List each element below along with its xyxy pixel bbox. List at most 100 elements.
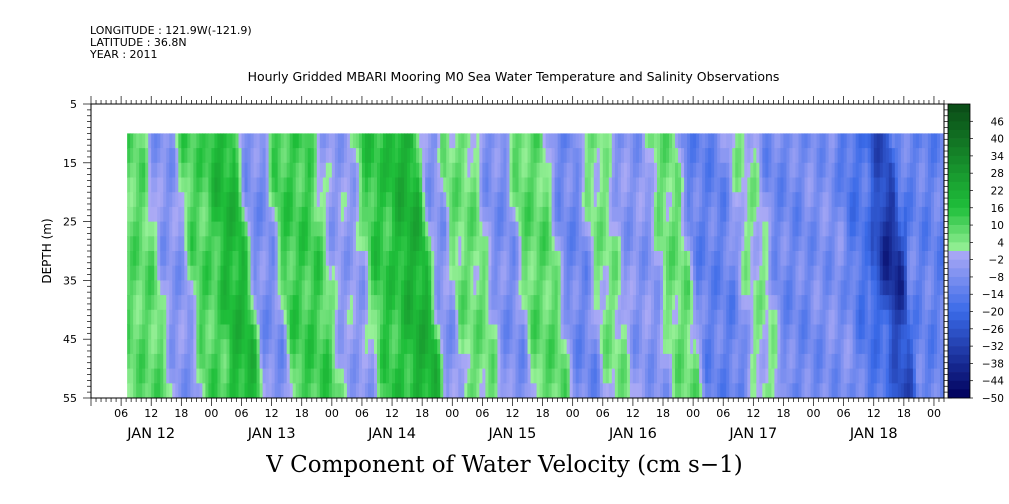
- field-cell: [693, 339, 697, 355]
- field-cell: [623, 133, 628, 149]
- field-cell: [512, 295, 517, 311]
- field-cell: [361, 383, 366, 398]
- field-cell: [488, 236, 493, 252]
- field-cell: [690, 177, 694, 193]
- field-cell: [780, 324, 785, 340]
- field-cell: [714, 309, 718, 326]
- field-cell: [367, 148, 372, 164]
- field-cell: [924, 383, 929, 398]
- field-cell: [792, 309, 797, 326]
- field-cell: [355, 309, 360, 326]
- field-cell: [699, 368, 703, 384]
- field-cell: [888, 162, 893, 179]
- field-cell: [509, 309, 514, 326]
- field-cell: [431, 324, 435, 340]
- field-cell: [581, 265, 586, 281]
- field-cell: [530, 353, 535, 370]
- field-cell: [894, 206, 899, 223]
- field-cell: [184, 192, 188, 208]
- field-cell: [343, 162, 348, 179]
- field-cell: [777, 368, 782, 384]
- field-cell: [151, 309, 155, 326]
- field-cell: [831, 324, 836, 340]
- field-cell: [383, 192, 387, 208]
- field-cell: [443, 339, 447, 355]
- field-cell: [816, 206, 821, 223]
- field-cell: [437, 383, 441, 398]
- field-cell: [208, 192, 213, 208]
- field-cell: [446, 280, 450, 296]
- field-cell: [891, 324, 896, 340]
- field-cell: [292, 309, 297, 326]
- field-cell: [256, 339, 261, 355]
- field-cell: [380, 265, 384, 281]
- field-cell: [160, 206, 164, 223]
- field-cell: [590, 192, 595, 208]
- field-cell: [617, 295, 622, 311]
- field-cell: [789, 206, 794, 223]
- field-cell: [831, 148, 836, 164]
- field-cell: [340, 265, 345, 281]
- field-cell: [584, 251, 589, 267]
- field-cell: [798, 353, 803, 370]
- field-cell: [930, 177, 935, 193]
- field-cell: [753, 353, 757, 370]
- field-cell: [801, 192, 806, 208]
- field-cell: [268, 309, 273, 326]
- field-cell: [551, 192, 556, 208]
- field-cell: [647, 295, 652, 311]
- field-cell: [876, 221, 881, 237]
- field-cell: [331, 177, 336, 193]
- field-cell: [139, 192, 143, 208]
- field-cell: [777, 339, 782, 355]
- field-cell: [488, 148, 493, 164]
- field-cell: [744, 236, 748, 252]
- field-cell: [891, 251, 896, 267]
- field-cell: [398, 280, 402, 296]
- field-cell: [741, 339, 745, 355]
- field-cell: [307, 324, 312, 340]
- field-cell: [813, 309, 818, 326]
- field-cell: [864, 280, 869, 296]
- field-cell: [473, 236, 477, 252]
- field-cell: [849, 162, 854, 179]
- field-cell: [867, 368, 872, 384]
- field-cell: [464, 353, 468, 370]
- field-cell: [675, 265, 679, 281]
- field-cell: [792, 353, 797, 370]
- field-cell: [485, 133, 489, 149]
- field-cell: [404, 295, 408, 311]
- field-cell: [370, 177, 375, 193]
- field-cell: [515, 339, 520, 355]
- field-cell: [611, 309, 616, 326]
- field-cell: [801, 148, 806, 164]
- field-cell: [313, 339, 318, 355]
- field-cell: [539, 280, 544, 296]
- field-cell: [349, 339, 354, 355]
- field-cell: [918, 265, 923, 281]
- field-cell: [786, 162, 791, 179]
- field-cell: [900, 177, 905, 193]
- field-cell: [524, 148, 529, 164]
- field-cell: [828, 309, 833, 326]
- field-cell: [154, 324, 158, 340]
- field-cell: [497, 324, 502, 340]
- field-cell: [735, 251, 739, 267]
- field-cell: [717, 236, 721, 252]
- field-cell: [765, 280, 769, 296]
- field-cell: [247, 383, 252, 398]
- field-cell: [822, 206, 827, 223]
- field-cell: [175, 309, 179, 326]
- field-cell: [467, 383, 471, 398]
- field-cell: [286, 309, 291, 326]
- field-cell: [933, 192, 938, 208]
- field-cell: [786, 265, 791, 281]
- field-cell: [753, 324, 757, 340]
- field-cell: [771, 383, 775, 398]
- field-cell: [340, 324, 345, 340]
- field-cell: [343, 280, 348, 296]
- field-cell: [395, 383, 399, 398]
- field-cell: [714, 368, 718, 384]
- field-cell: [747, 133, 751, 149]
- field-cell: [482, 206, 486, 223]
